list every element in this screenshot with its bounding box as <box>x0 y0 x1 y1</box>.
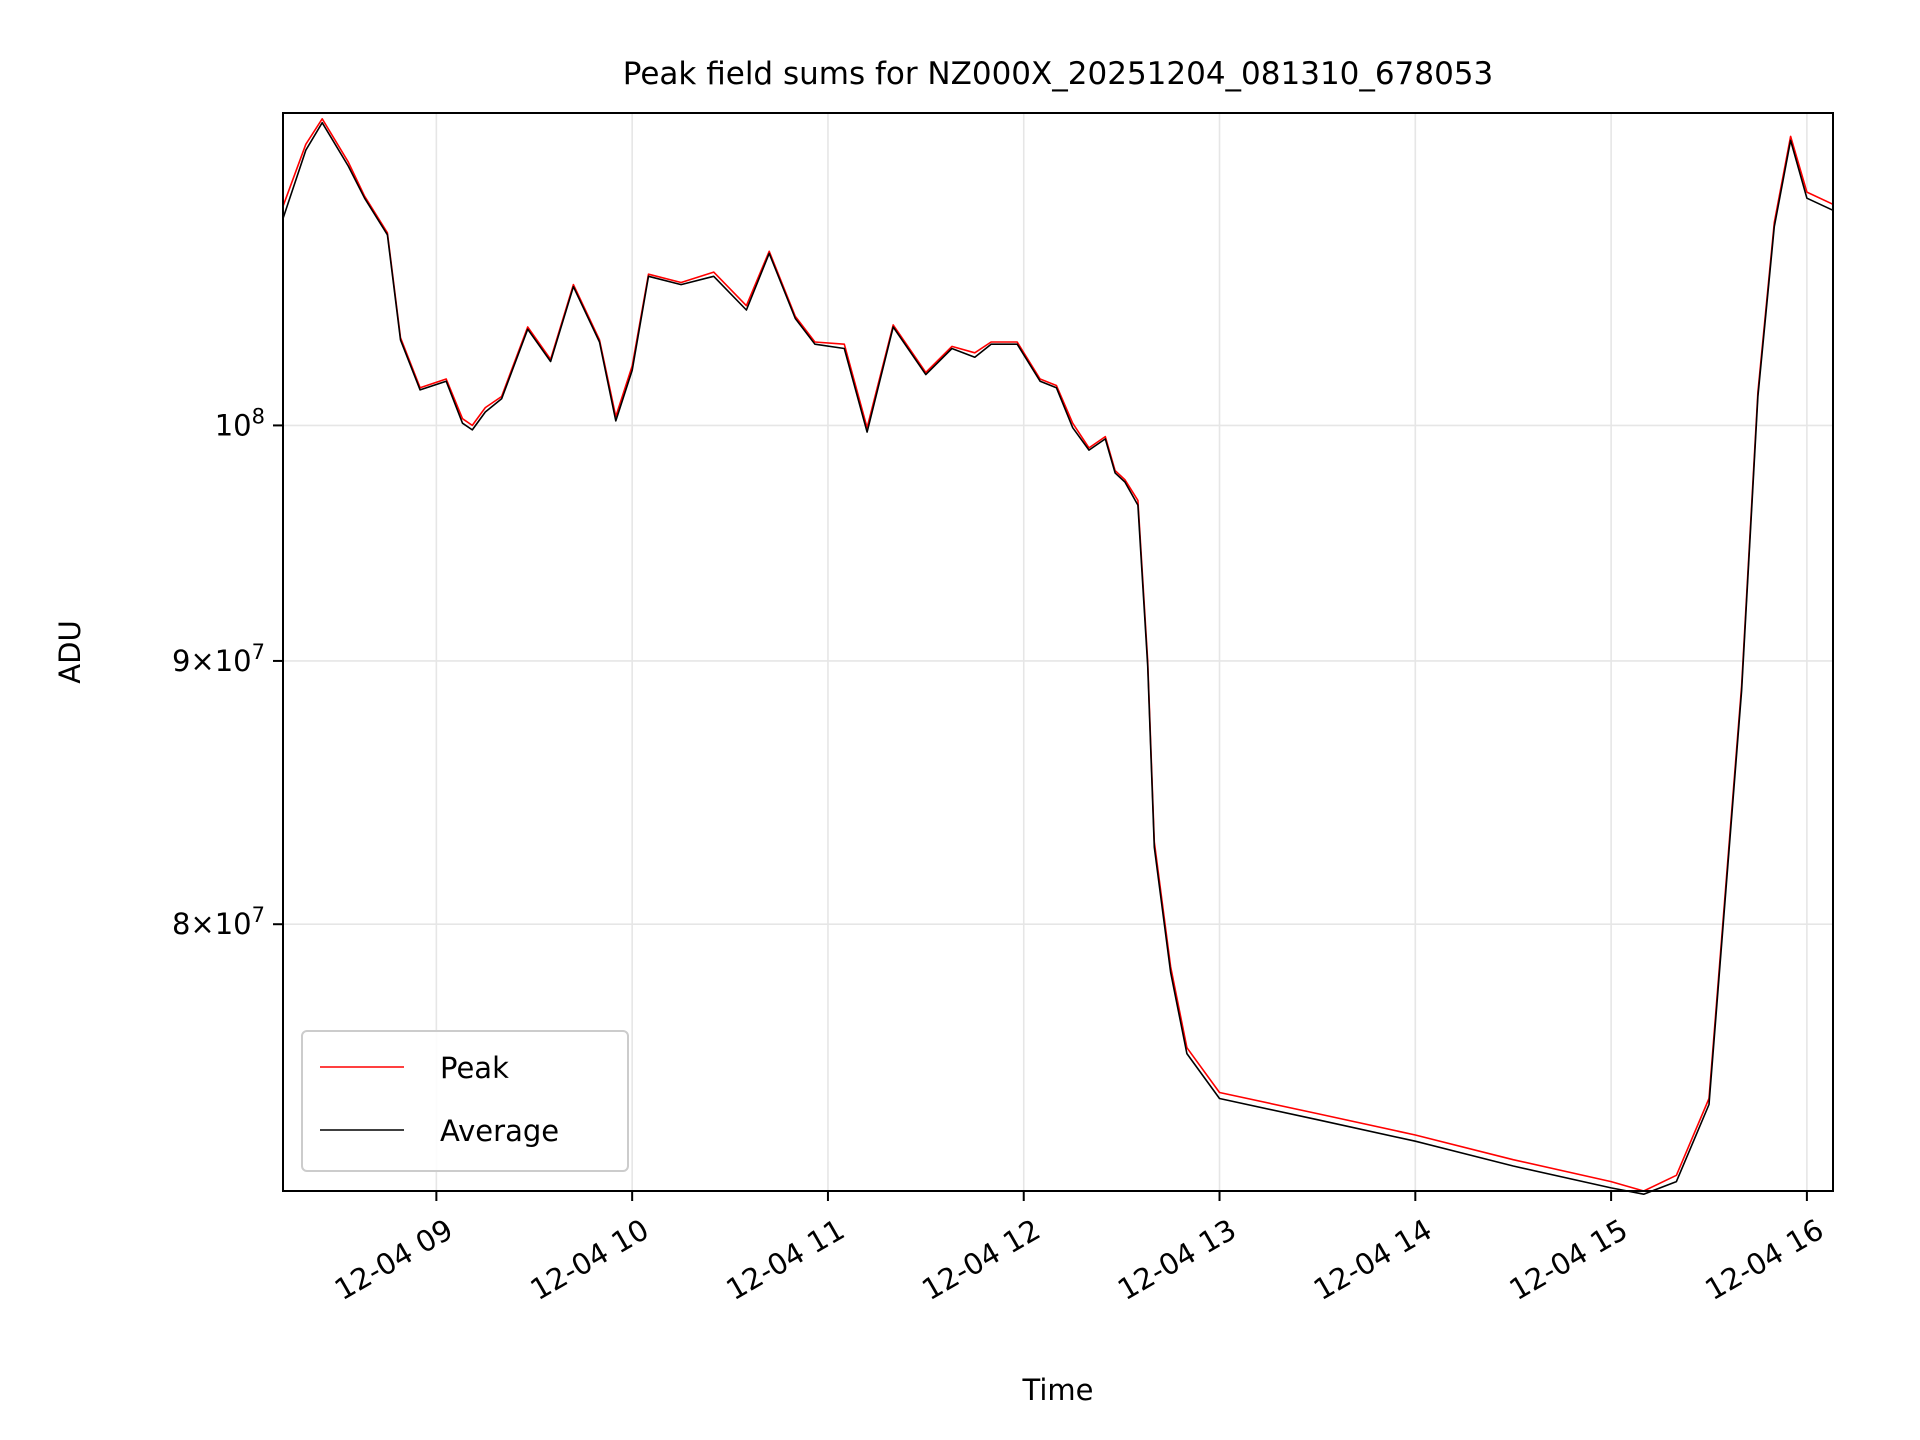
plot-frame <box>282 112 1834 1192</box>
x-tick-label: 12-04 16 <box>1699 1212 1829 1307</box>
legend-box <box>301 1030 629 1172</box>
chart-title: Peak field sums for NZ000X_20251204_0813… <box>623 56 1493 92</box>
x-tick-label: 12-04 14 <box>1308 1212 1438 1307</box>
legend-label-average: Average <box>440 1114 559 1148</box>
y-tick-label: 108 <box>215 404 265 442</box>
legend-label-peak: Peak <box>440 1051 509 1085</box>
y-axis: 8×107 9×107 108 <box>172 404 283 941</box>
x-tick-label: 12-04 15 <box>1503 1212 1633 1307</box>
legend: Peak Average <box>301 1030 629 1172</box>
x-axis-label: Time <box>1022 1373 1094 1407</box>
grid-lines <box>283 113 1833 1191</box>
series-lines <box>282 118 1834 1195</box>
series-line-peak <box>282 118 1834 1192</box>
x-axis: 12-04 09 12-04 10 12-04 11 12-04 12 12-04 13… <box>329 1191 1829 1307</box>
x-tick-label: 12-04 10 <box>525 1212 655 1307</box>
x-tick-label: 12-04 12 <box>916 1212 1046 1307</box>
series-line-average <box>282 121 1834 1195</box>
x-tick-label: 12-04 11 <box>720 1212 850 1307</box>
y-tick-label: 9×107 <box>172 640 265 678</box>
x-tick-label: 12-04 13 <box>1112 1212 1242 1307</box>
x-tick-label: 12-04 09 <box>329 1212 459 1307</box>
y-tick-label: 8×107 <box>172 903 265 941</box>
y-axis-label: ADU <box>53 620 87 683</box>
